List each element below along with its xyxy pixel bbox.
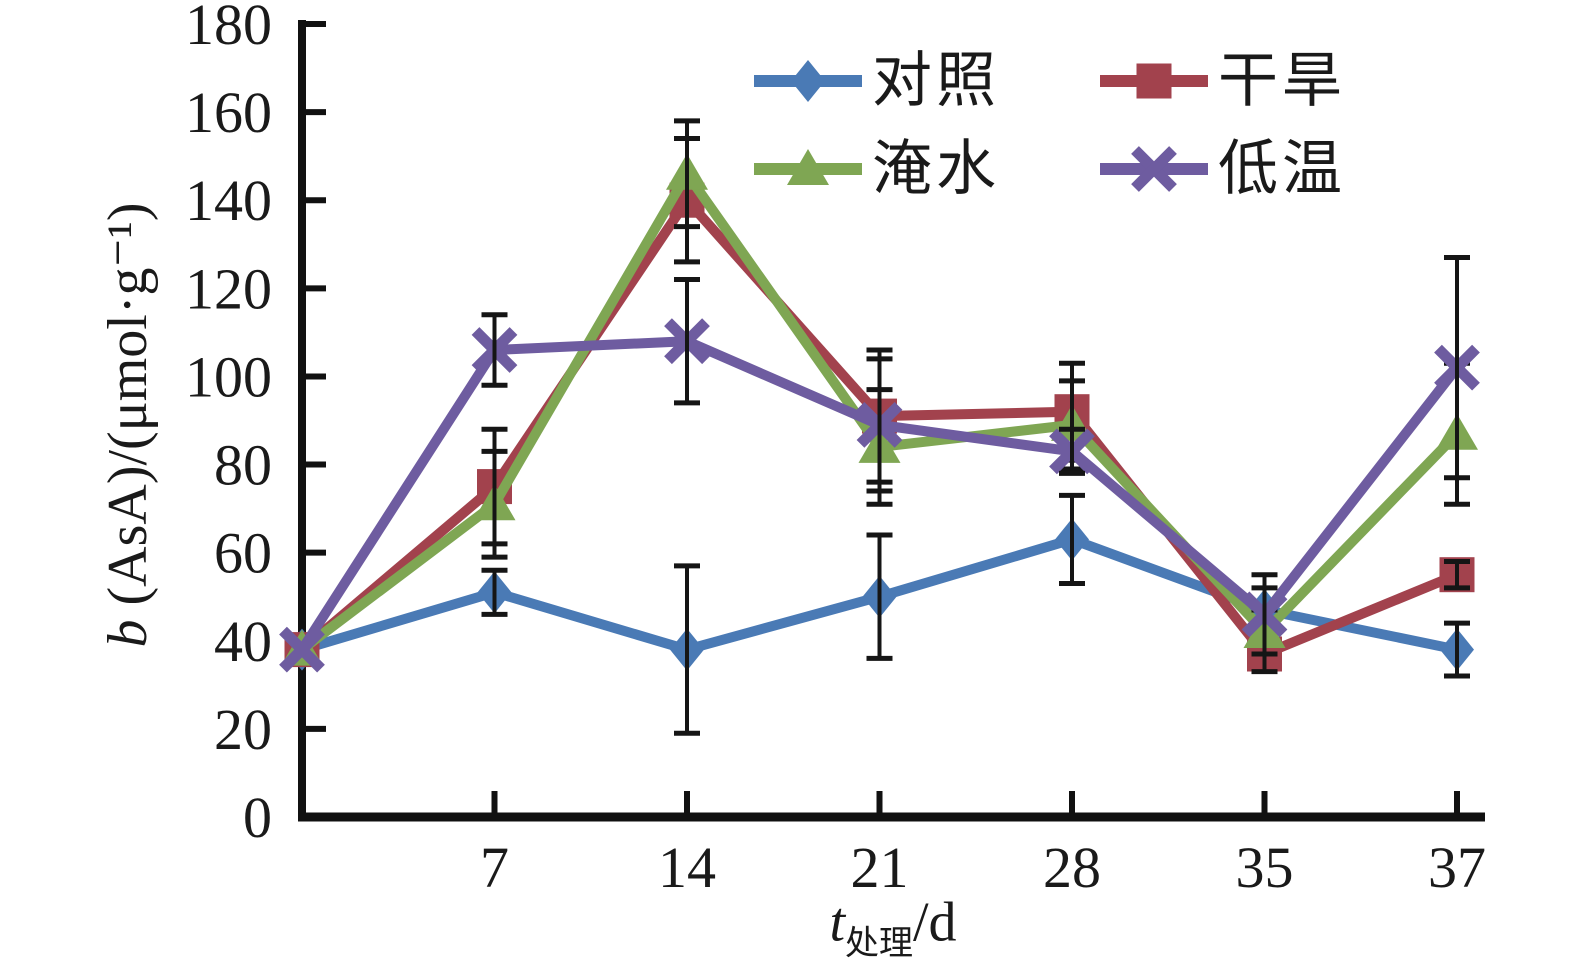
legend-item-control: 对照 <box>752 40 1000 122</box>
legend-swatch-control <box>754 60 862 102</box>
y-axis-title-units: (AsA)/(μmol·g⁻¹) <box>97 202 159 620</box>
legend-swatch-drought <box>1100 63 1208 99</box>
legend-swatch-waterlogging <box>754 149 862 185</box>
x-axis-title-variable: t <box>829 891 845 954</box>
y-tick-label: 80 <box>214 433 272 498</box>
y-tick-label: 180 <box>185 0 272 57</box>
legend-marker-control-icon <box>791 60 825 102</box>
error-bars-low-temperature <box>481 254 1470 657</box>
y-tick-label: 60 <box>214 521 272 586</box>
y-axis-title: b (AsA)/(μmol·g⁻¹) <box>97 202 159 648</box>
series-low-temperature <box>279 254 1480 673</box>
y-tick-label: 40 <box>214 609 272 674</box>
legend-label-control: 对照 <box>872 48 1000 114</box>
x-tick-label: 7 <box>480 835 509 900</box>
x-tick-label: 21 <box>851 835 909 900</box>
legend-item-drought: 干旱 <box>1098 40 1346 122</box>
legend-swatch-low-temperature <box>1100 146 1208 192</box>
legend-marker-drought-icon <box>1136 63 1172 99</box>
legend-item-waterlogging: 淹水 <box>752 128 1000 210</box>
x-axis-title: t处理/d <box>829 895 956 962</box>
x-tick-label: 35 <box>1236 835 1294 900</box>
legend-label-drought: 干旱 <box>1218 48 1346 114</box>
x-tick-label: 28 <box>1043 835 1101 900</box>
error-bars-drought <box>481 136 1470 675</box>
legend-label-low-temperature: 低温 <box>1218 136 1346 202</box>
y-axis-title-variable: b <box>97 619 159 648</box>
legend-marker-low-temperature-icon <box>1131 146 1177 192</box>
x-tick-label: 37 <box>1428 835 1486 900</box>
y-tick-label: 120 <box>185 256 272 321</box>
legend-marker-waterlogging-icon <box>787 149 829 185</box>
legend-item-low-temperature: 低温 <box>1098 128 1346 210</box>
marker-low-temperature <box>279 626 325 673</box>
y-tick-label: 160 <box>185 80 272 145</box>
y-tick-label: 0 <box>243 785 272 850</box>
error-bars-control <box>481 492 1470 736</box>
legend-label-waterlogging: 淹水 <box>872 136 1000 202</box>
y-tick-label: 100 <box>185 344 272 409</box>
x-tick-label: 14 <box>658 835 716 900</box>
y-tick-label: 140 <box>185 168 272 233</box>
x-axis-title-units: /d <box>913 891 957 954</box>
x-axis-title-subscript: 处理 <box>845 925 913 963</box>
y-tick-label: 20 <box>214 697 272 762</box>
